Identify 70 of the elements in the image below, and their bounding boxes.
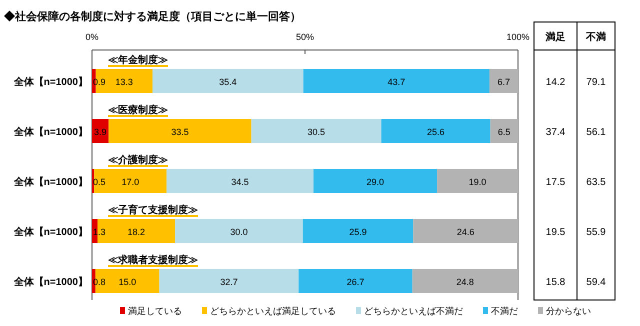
bar — [159, 269, 299, 293]
text: 63.5 — [586, 177, 606, 188]
bar — [412, 269, 518, 293]
x-tick-label: 0% — [85, 32, 99, 42]
text: 15.8 — [546, 277, 566, 288]
annotation: ≪子育て支援制度≫ — [108, 204, 198, 216]
annotation: ≪介護制度≫ — [108, 154, 168, 166]
data-label: 25.6 — [427, 127, 445, 137]
data-label: 26.7 — [346, 277, 364, 287]
legend-label: 分からない — [546, 306, 591, 316]
data-label: 32.7 — [220, 277, 238, 287]
bar — [314, 169, 438, 193]
data-label: 34.5 — [231, 177, 249, 187]
data-label: 3.9 — [94, 127, 107, 137]
data-label: 24.6 — [456, 227, 474, 237]
text: 56.1 — [586, 127, 606, 138]
legend-label: 満足している — [128, 306, 182, 316]
bar — [413, 219, 518, 243]
category-label: 満足 — [544, 31, 566, 43]
category-label: 不満 — [585, 31, 606, 43]
data-label: 17.0 — [122, 177, 140, 187]
data-label: 33.5 — [171, 127, 189, 137]
legend-label: どちらかといえば不満だ — [364, 306, 463, 316]
bar — [381, 119, 490, 143]
legend-label: 不満だ — [491, 306, 518, 316]
data-label: 30.0 — [230, 227, 248, 237]
bar — [175, 219, 303, 243]
bar — [298, 269, 412, 293]
data-label: 35.4 — [219, 77, 237, 87]
text: 17.5 — [546, 177, 566, 188]
data-label: 24.8 — [456, 277, 474, 287]
data-label: 19.0 — [468, 177, 486, 187]
bar — [95, 269, 160, 293]
text: 55.9 — [586, 227, 606, 238]
bar — [152, 69, 304, 93]
data-label: 29.0 — [366, 177, 384, 187]
y-tick-label: 全体【n=1000】 — [12, 126, 88, 138]
annotation: ≪求職者支援制度≫ — [108, 254, 198, 266]
data-label: 43.7 — [388, 77, 406, 87]
bar — [303, 69, 490, 93]
legend-label: どちらかといえば満足している — [210, 306, 336, 316]
data-label: 13.3 — [115, 77, 133, 87]
data-label: 30.5 — [308, 127, 326, 137]
y-tick-label: 全体【n=1000】 — [12, 176, 88, 188]
bar — [437, 169, 518, 193]
x-tick-label: 50% — [296, 32, 314, 42]
annotation: ≪医療制度≫ — [108, 104, 168, 116]
data-label: 25.9 — [349, 227, 367, 237]
data-label: 15.0 — [118, 277, 136, 287]
text: 37.4 — [546, 127, 566, 138]
bar — [490, 119, 518, 143]
bar — [108, 119, 252, 143]
data-label: 6.5 — [498, 127, 510, 137]
bar — [251, 119, 382, 143]
bar — [489, 69, 518, 93]
text: 79.1 — [586, 77, 606, 88]
bar — [94, 169, 167, 193]
bar — [302, 219, 414, 243]
text: 59.4 — [586, 277, 606, 288]
x-tick-label: 100% — [506, 32, 530, 42]
chart-title: ◆社会保障の各制度に対する満足度（項目ごとに単一回答） — [4, 10, 301, 23]
text: 19.5 — [546, 227, 566, 238]
data-label: 6.7 — [497, 77, 510, 87]
data-label: 18.2 — [128, 227, 146, 237]
annotation: ≪年金制度≫ — [108, 54, 168, 66]
text: 14.2 — [546, 77, 566, 88]
y-tick-label: 全体【n=1000】 — [12, 276, 88, 288]
bar — [166, 169, 314, 193]
y-tick-label: 全体【n=1000】 — [12, 226, 88, 238]
y-tick-label: 全体【n=1000】 — [12, 76, 88, 88]
